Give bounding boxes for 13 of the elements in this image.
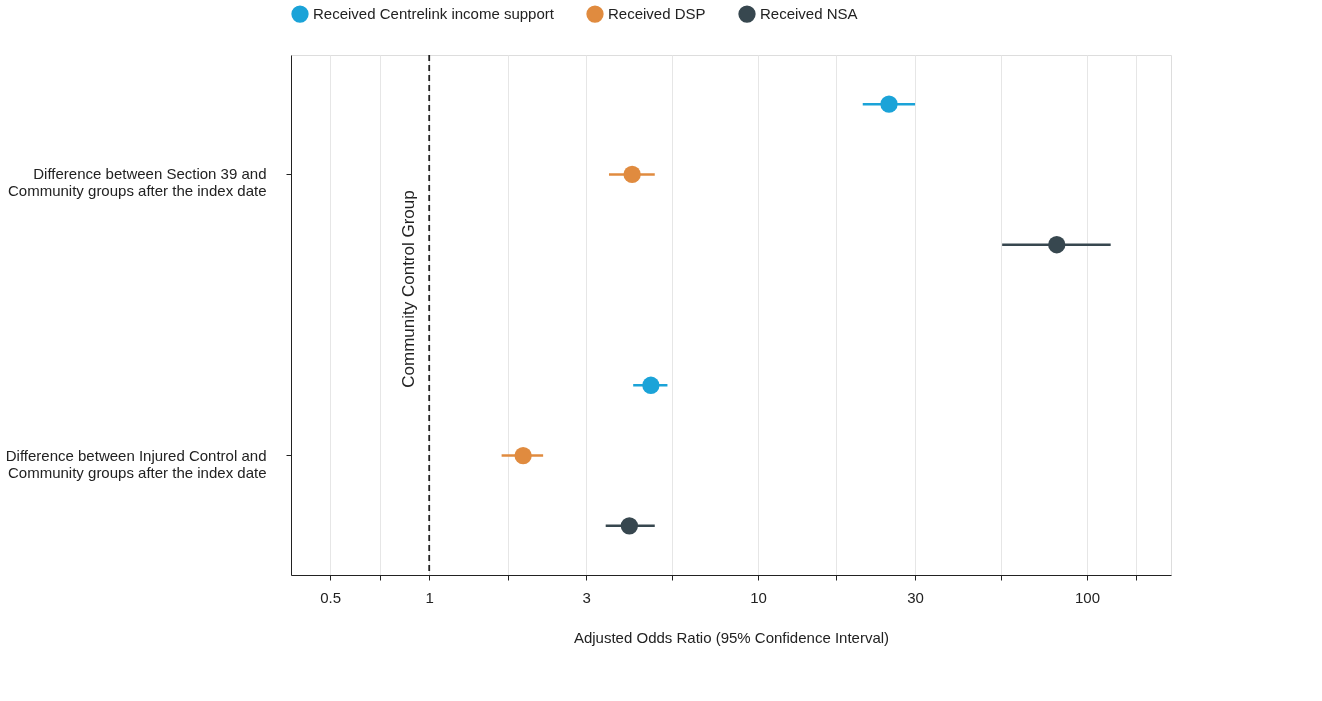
x-tick-label: 1 — [425, 588, 434, 606]
y-tick-label: Difference between Section 39 and Community groups after the index date — [8, 165, 267, 200]
x-tick-label: 10 — [750, 588, 767, 606]
legend-label: Received Centrelink income support — [313, 5, 555, 23]
x-tick-label: 100 — [1075, 588, 1101, 606]
legend-label: Received DSP — [608, 5, 706, 23]
x-tick-label: 3 — [582, 588, 591, 606]
ref-line-label: Community Control Group — [399, 190, 419, 388]
x-tick-label: 0.5 — [320, 588, 342, 606]
x-tick-label: 30 — [907, 588, 924, 606]
legend-label: Received NSA — [760, 5, 858, 23]
x-axis-title: Adjusted Odds Ratio (95% Confidence Interval) — [573, 628, 890, 646]
y-tick-label: Difference between Injured Control and Community groups after the index date — [5, 446, 267, 481]
